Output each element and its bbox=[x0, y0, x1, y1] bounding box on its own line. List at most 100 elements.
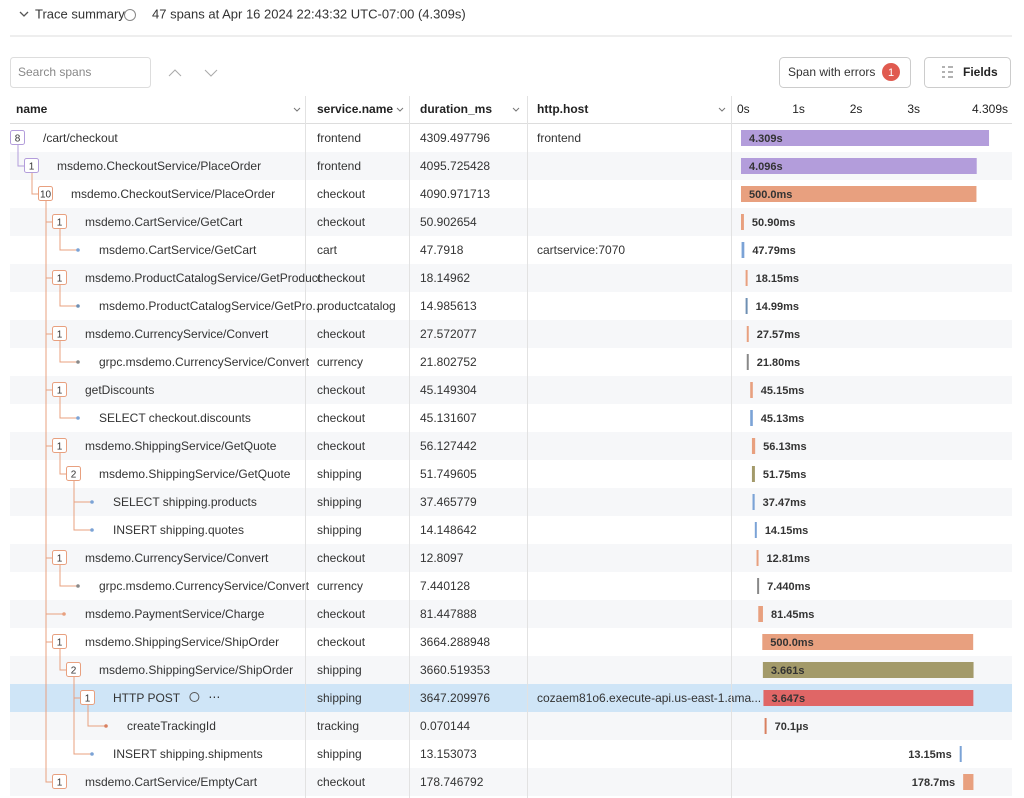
span-bar[interactable] bbox=[750, 382, 753, 398]
row-background[interactable] bbox=[10, 768, 1012, 796]
child-count-badge[interactable] bbox=[66, 466, 81, 481]
child-count-badge[interactable] bbox=[52, 634, 67, 649]
duration: 47.7918 bbox=[420, 243, 464, 257]
span-name: msdemo.CheckoutService/PlaceOrder bbox=[57, 159, 261, 173]
tree-connector bbox=[17, 145, 25, 167]
span-bar[interactable] bbox=[959, 746, 962, 762]
prev-button[interactable] bbox=[168, 69, 182, 77]
row-background[interactable] bbox=[10, 264, 1012, 292]
span-bar[interactable] bbox=[751, 466, 755, 482]
duration: 14.148642 bbox=[420, 523, 477, 537]
service-name: shipping bbox=[317, 523, 362, 537]
span-name: SELECT shipping.products bbox=[113, 495, 257, 509]
http-host: cartservice:7070 bbox=[537, 243, 625, 257]
span-bar[interactable] bbox=[746, 326, 749, 342]
span-bar[interactable] bbox=[741, 130, 990, 146]
column-header[interactable]: service.name bbox=[317, 102, 393, 116]
row-background[interactable] bbox=[10, 488, 1012, 516]
duration: 45.149304 bbox=[420, 383, 477, 397]
span-bar[interactable] bbox=[764, 718, 767, 734]
bar-label: 56.13ms bbox=[763, 441, 806, 453]
fields-button-label: Fields bbox=[963, 65, 998, 79]
column-header[interactable]: duration_ms bbox=[420, 102, 492, 116]
child-count-badge[interactable] bbox=[52, 270, 67, 285]
span-bar[interactable] bbox=[745, 298, 748, 314]
row-background[interactable] bbox=[10, 292, 1012, 320]
tree-connector bbox=[73, 481, 91, 531]
span-bar[interactable] bbox=[762, 662, 974, 678]
span-bar[interactable] bbox=[752, 494, 755, 510]
span-bar[interactable] bbox=[754, 522, 757, 538]
span-bar[interactable] bbox=[741, 186, 977, 202]
help-icon[interactable] bbox=[124, 9, 136, 21]
row-background[interactable] bbox=[10, 320, 1012, 348]
span-bar[interactable] bbox=[762, 634, 974, 650]
tree-connector bbox=[59, 285, 77, 307]
service-name: checkout bbox=[317, 439, 366, 453]
span-bar[interactable] bbox=[757, 578, 760, 594]
span-bar[interactable] bbox=[963, 774, 974, 790]
child-count-badge[interactable] bbox=[52, 326, 67, 341]
service-name: checkout bbox=[317, 327, 366, 341]
column-header[interactable]: name bbox=[16, 102, 48, 116]
span-name: msdemo.CurrencyService/Convert bbox=[85, 551, 269, 565]
child-count-badge[interactable] bbox=[80, 690, 95, 705]
column-header[interactable]: http.host bbox=[537, 102, 588, 116]
child-count-badge[interactable] bbox=[52, 774, 67, 789]
duration: 14.985613 bbox=[420, 299, 477, 313]
row-background[interactable] bbox=[10, 712, 1012, 740]
service-name: currency bbox=[317, 579, 363, 593]
search-input[interactable] bbox=[10, 57, 151, 88]
bar-label: 178.7ms bbox=[912, 777, 955, 789]
row-background[interactable] bbox=[10, 432, 1012, 460]
row-background[interactable] bbox=[10, 600, 1012, 628]
collapse-caret[interactable] bbox=[19, 11, 29, 17]
next-button[interactable] bbox=[204, 69, 218, 77]
child-count-badge[interactable] bbox=[52, 550, 67, 565]
row-background[interactable] bbox=[10, 544, 1012, 572]
span-bar[interactable] bbox=[741, 214, 744, 230]
child-count: 2 bbox=[71, 666, 77, 677]
row-background[interactable] bbox=[10, 348, 1012, 376]
row-background[interactable] bbox=[10, 460, 1012, 488]
span-bar[interactable] bbox=[745, 270, 748, 286]
fields-button[interactable] bbox=[924, 57, 1011, 88]
child-count-badge[interactable] bbox=[10, 130, 25, 145]
row-background[interactable] bbox=[10, 572, 1012, 600]
row-background[interactable] bbox=[10, 208, 1012, 236]
trace-title: Trace summary bbox=[35, 6, 125, 21]
row-background[interactable] bbox=[10, 740, 1012, 768]
span-bar[interactable] bbox=[741, 242, 745, 258]
span-bar[interactable] bbox=[763, 690, 974, 706]
bar-label: 21.80ms bbox=[757, 357, 800, 369]
span-name: msdemo.ShippingService/ShipOrder bbox=[85, 635, 279, 649]
span-bar[interactable] bbox=[746, 354, 749, 370]
span-bar[interactable] bbox=[751, 438, 756, 454]
row-background[interactable] bbox=[10, 516, 1012, 544]
span-bar[interactable] bbox=[741, 158, 977, 174]
span-name: msdemo.ShippingService/GetQuote bbox=[99, 467, 291, 481]
leaf-dot bbox=[76, 304, 80, 308]
row-background[interactable] bbox=[10, 376, 1012, 404]
child-count-badge[interactable] bbox=[52, 214, 67, 229]
tree-connector bbox=[59, 453, 67, 475]
bar-label: 27.57ms bbox=[757, 329, 800, 341]
service-name: checkout bbox=[317, 187, 366, 201]
errors-button[interactable] bbox=[779, 57, 911, 88]
child-count-badge[interactable] bbox=[66, 662, 81, 677]
service-name: checkout bbox=[317, 411, 366, 425]
more-icon[interactable]: ⋯ bbox=[208, 690, 220, 704]
child-count-badge[interactable] bbox=[38, 186, 53, 201]
span-bar[interactable] bbox=[756, 550, 759, 566]
span-bar[interactable] bbox=[750, 410, 753, 426]
service-name: checkout bbox=[317, 215, 366, 229]
child-count-badge[interactable] bbox=[52, 438, 67, 453]
row-background[interactable] bbox=[10, 236, 1012, 264]
row-background[interactable] bbox=[10, 404, 1012, 432]
service-name: shipping bbox=[317, 747, 362, 761]
span-bar[interactable] bbox=[758, 606, 763, 622]
service-name: checkout bbox=[317, 607, 366, 621]
child-count-badge[interactable] bbox=[52, 382, 67, 397]
zoom-icon[interactable] bbox=[189, 692, 200, 702]
child-count-badge[interactable] bbox=[24, 158, 39, 173]
